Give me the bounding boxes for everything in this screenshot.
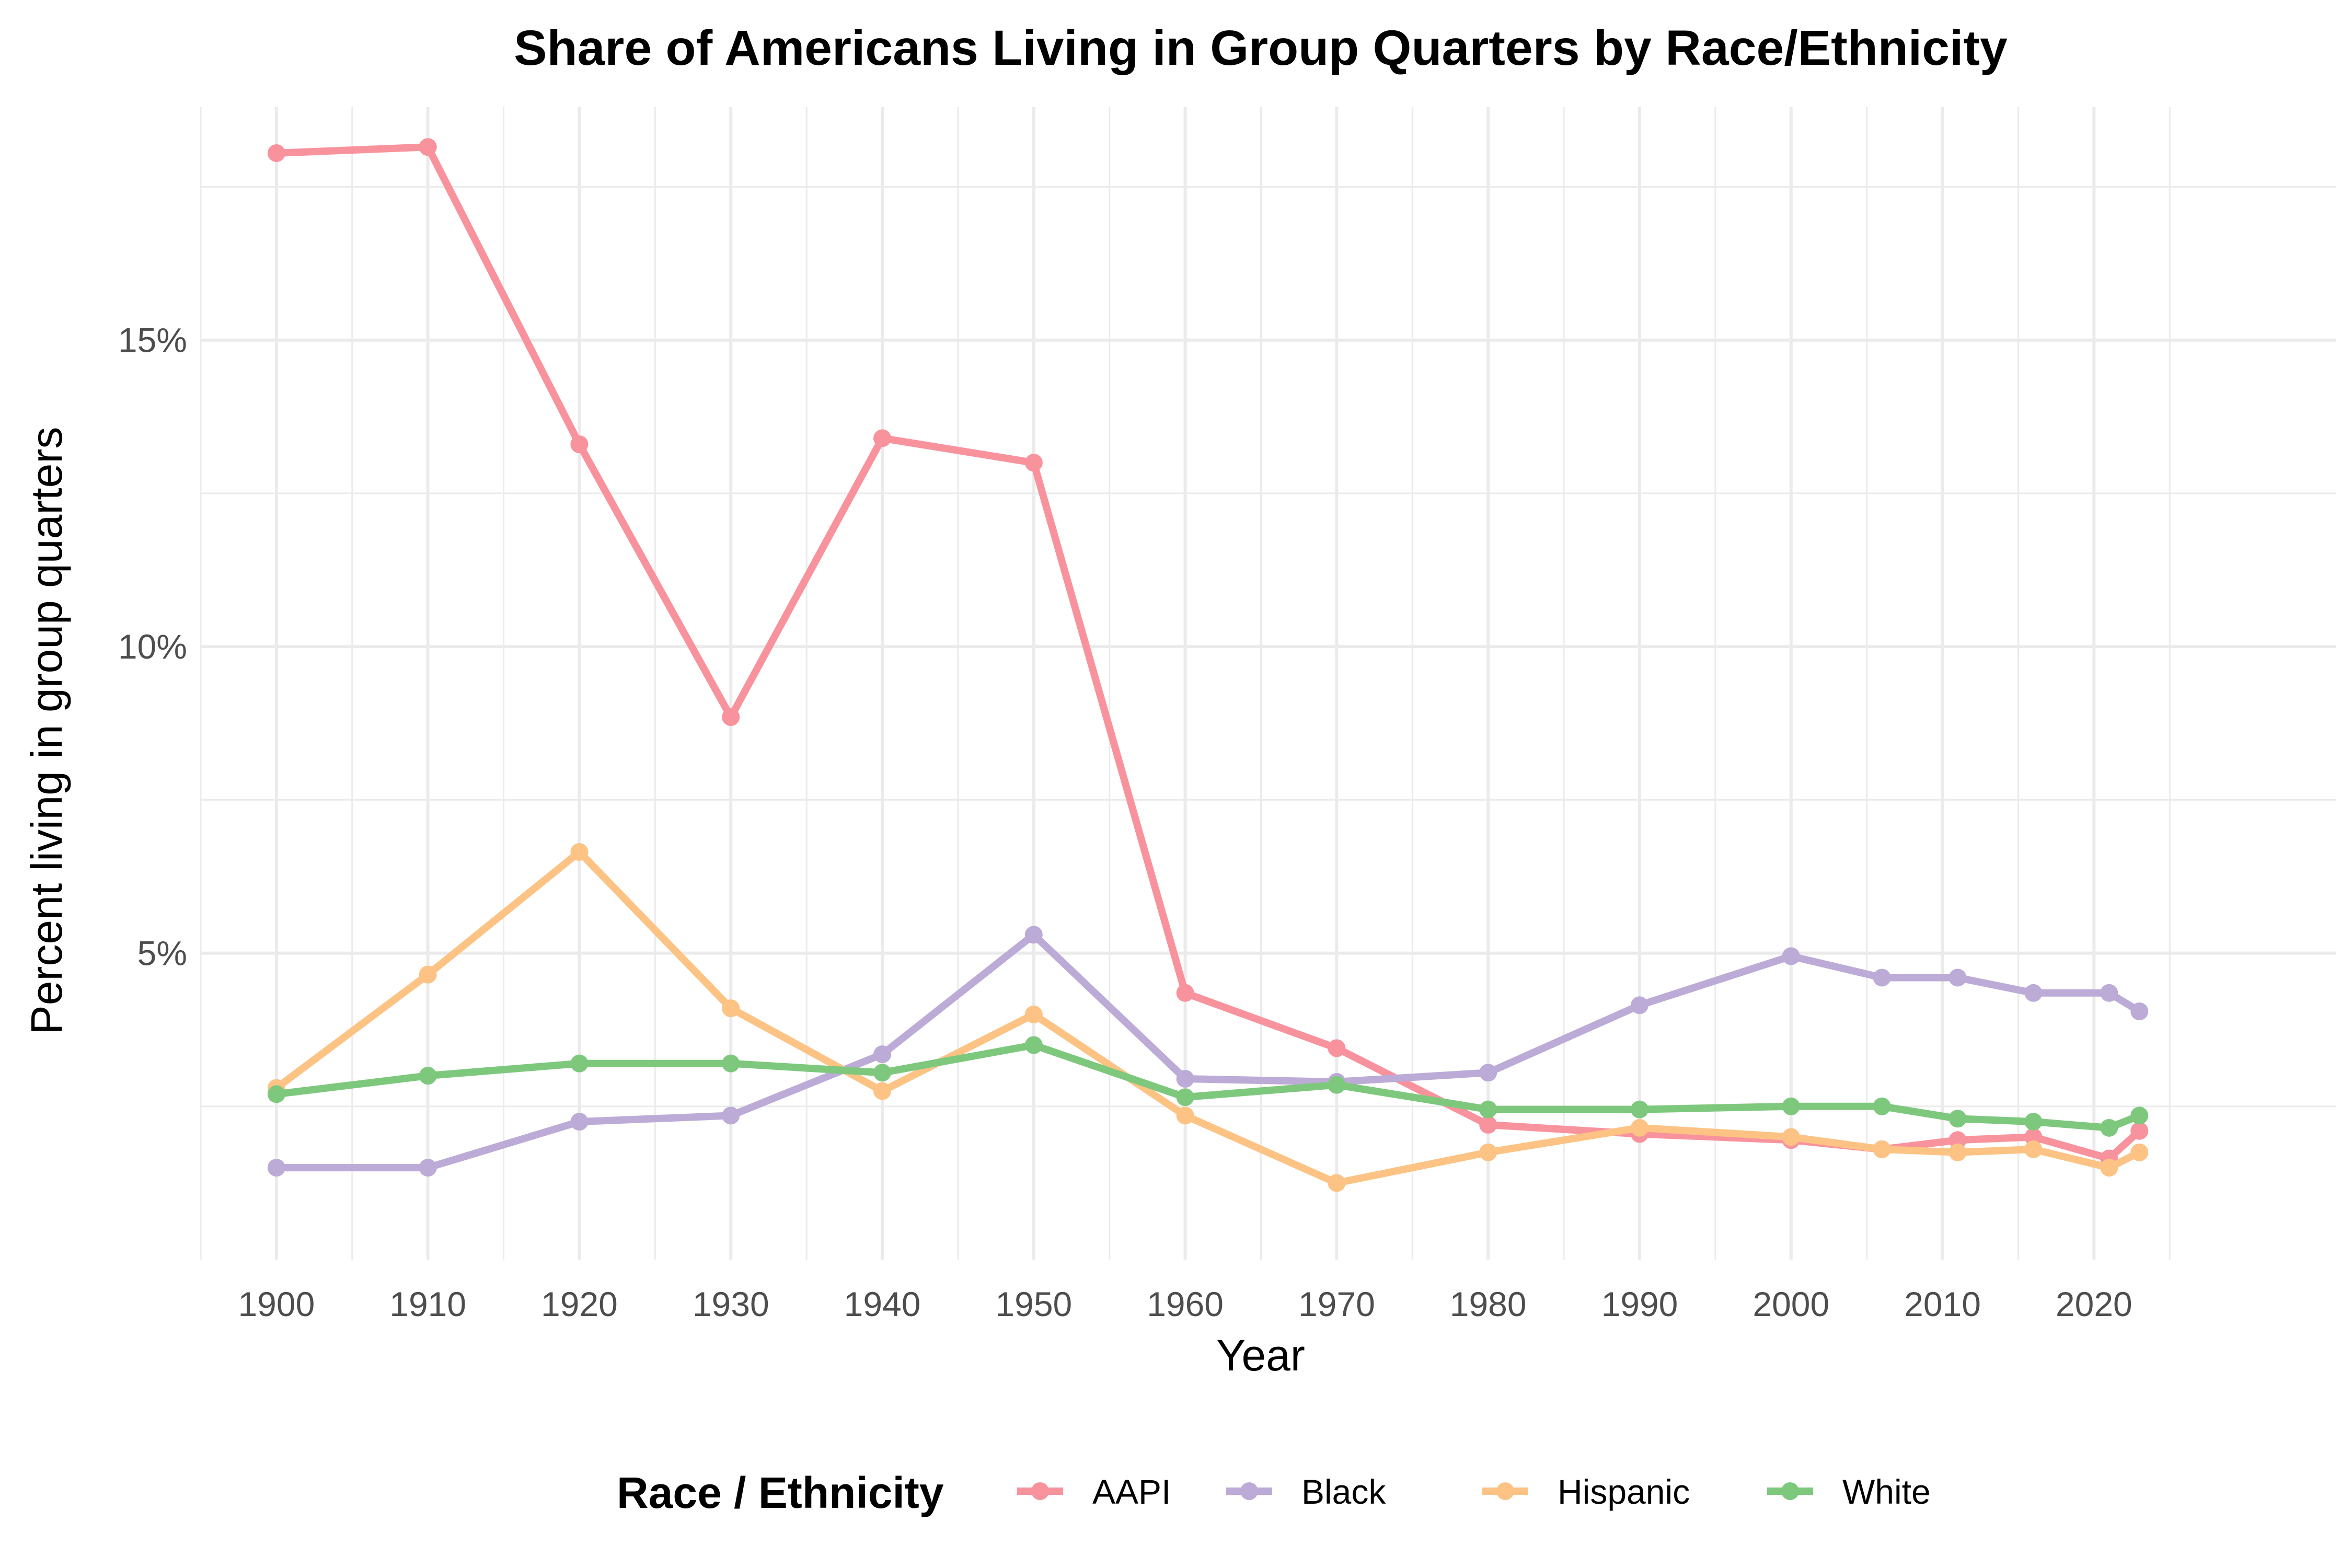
legend-label: White: [1842, 1472, 1931, 1511]
x-tick-label: 1920: [541, 1285, 618, 1323]
x-tick-label: 1960: [1147, 1285, 1224, 1323]
x-tick-label: 1900: [238, 1285, 315, 1323]
data-point-white: [1024, 1036, 1043, 1054]
x-tick-label: 1980: [1450, 1285, 1527, 1323]
legend-key-point: [1781, 1482, 1799, 1500]
data-point-hispanic: [2100, 1159, 2118, 1177]
data-point-aapi: [1479, 1115, 1497, 1134]
data-point-aapi: [267, 144, 285, 162]
grid: [200, 107, 2336, 1260]
series-line-aapi: [276, 143, 2142, 1162]
data-point-hispanic: [570, 843, 589, 861]
y-tick-label: 15%: [118, 321, 187, 360]
data-point-black: [2100, 984, 2118, 1002]
data-point-white: [1782, 1097, 1800, 1115]
data-point-white: [2024, 1113, 2043, 1131]
legend-key-point: [1031, 1482, 1049, 1500]
x-tick-label: 1910: [389, 1285, 466, 1323]
data-point-aapi: [1024, 454, 1043, 472]
data-point-hispanic: [2024, 1140, 2043, 1158]
data-point-hispanic: [722, 999, 740, 1018]
x-tick-label: 1990: [1601, 1285, 1678, 1323]
series-line-white: [276, 1041, 2141, 1132]
x-tick-label: 1970: [1298, 1285, 1375, 1323]
data-point-white: [267, 1085, 285, 1103]
data-point-white: [873, 1064, 892, 1082]
data-point-aapi: [419, 138, 437, 156]
series-line-black: [276, 931, 2141, 1172]
data-point-hispanic: [1176, 1106, 1194, 1125]
chart-title: Share of Americans Living in Group Quart…: [514, 20, 2008, 76]
data-point-black: [267, 1159, 285, 1177]
data-point-white: [570, 1054, 589, 1073]
data-point-white: [1328, 1076, 1346, 1094]
data-point-hispanic: [1949, 1143, 1967, 1161]
x-tick-label: 1930: [693, 1285, 769, 1323]
data-point-black: [1873, 969, 1891, 987]
data-point-aapi: [1328, 1039, 1346, 1057]
data-point-white: [1176, 1088, 1194, 1106]
x-tick-label: 2010: [1904, 1285, 1981, 1323]
legend-title: Race / Ethnicity: [617, 1468, 944, 1517]
data-point-white: [722, 1054, 740, 1073]
data-point-hispanic: [1328, 1174, 1346, 1192]
data-point-hispanic: [1024, 1005, 1043, 1023]
data-point-aapi: [873, 429, 892, 447]
data-point-white: [1630, 1100, 1648, 1119]
data-point-white: [2130, 1106, 2149, 1125]
data-point-white: [1873, 1097, 1891, 1115]
x-tick-label: 2000: [1753, 1285, 1829, 1323]
data-point-black: [570, 1113, 589, 1131]
x-tick-label: 1940: [844, 1285, 921, 1323]
data-point-black: [419, 1159, 437, 1177]
axes: 1900 1910 1920 1930 1940 1950 1960 1970 1980 1990…: [118, 321, 2132, 1323]
data-point-hispanic: [419, 965, 437, 984]
data-point-black: [2024, 984, 2043, 1002]
data-point-aapi: [2024, 1128, 2043, 1146]
data-point-hispanic: [873, 1082, 892, 1100]
data-point-black: [1479, 1064, 1497, 1082]
data-point-white: [2100, 1119, 2118, 1137]
data-point-hispanic: [1479, 1143, 1497, 1161]
data-point-white: [1479, 1100, 1497, 1119]
data-point-aapi: [570, 435, 589, 454]
data-point-hispanic: [1630, 1119, 1648, 1137]
data-point-black: [1782, 947, 1800, 965]
y-tick-label: 5%: [137, 934, 187, 973]
data-point-hispanic: [1873, 1140, 1891, 1158]
data-point-aapi: [2130, 1122, 2149, 1140]
data-point-black: [1949, 969, 1967, 987]
legend-key-point: [1240, 1482, 1258, 1500]
legend-label: Hispanic: [1558, 1472, 1690, 1511]
data-point-white: [1949, 1110, 1967, 1128]
data-point-black: [1176, 1070, 1194, 1088]
series-line-hispanic: [274, 848, 2141, 1187]
data-point-black: [2130, 1002, 2149, 1020]
x-tick-label: 2020: [2056, 1285, 2132, 1323]
data-point-aapi: [722, 708, 740, 727]
data-point-aapi: [1949, 1131, 1967, 1149]
legend-key-point: [1496, 1482, 1514, 1500]
legend: AAPI Black Hispanic White: [1017, 1472, 1931, 1511]
data-point-hispanic: [1782, 1128, 1800, 1146]
data-point-aapi: [1176, 984, 1194, 1002]
y-axis-title: Percent living in group quarters: [22, 427, 71, 1035]
legend-label: Black: [1301, 1472, 1386, 1511]
series: [267, 138, 2149, 1192]
y-tick-label: 10%: [118, 627, 187, 666]
data-point-hispanic: [2130, 1143, 2149, 1161]
x-axis-title: Year: [1216, 1331, 1305, 1380]
data-point-black: [722, 1106, 740, 1125]
data-point-black: [1024, 926, 1043, 944]
data-point-black: [1630, 996, 1648, 1014]
x-tick-label: 1950: [995, 1285, 1072, 1323]
legend-label: AAPI: [1092, 1472, 1171, 1511]
data-point-white: [419, 1067, 437, 1085]
data-point-black: [873, 1045, 892, 1064]
